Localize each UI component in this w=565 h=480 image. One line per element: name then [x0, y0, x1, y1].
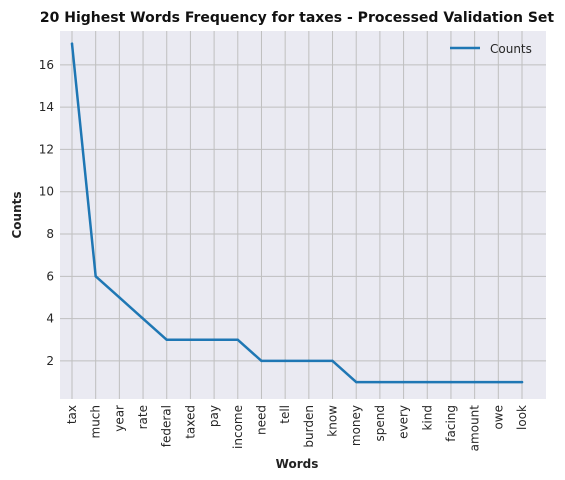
x-tick-label: income — [231, 405, 245, 449]
data-point — [473, 380, 476, 384]
x-tick-label: amount — [468, 405, 482, 452]
data-point — [236, 338, 239, 341]
x-tick-label: taxed — [183, 405, 197, 439]
chart-title: 20 Highest Words Frequency for taxes - P… — [40, 10, 555, 26]
series-line-counts — [70, 42, 524, 384]
data-point — [307, 359, 311, 363]
x-tick-label: year — [112, 405, 126, 432]
y-tick-label: 14 — [39, 100, 54, 114]
y-tick-label: 2 — [46, 354, 54, 368]
x-tick-label: tax — [65, 405, 79, 424]
data-point — [212, 338, 216, 341]
x-tick-label: facing — [444, 405, 458, 442]
x-axis-ticks: tax much year rate federal taxed pay income need… — [65, 405, 529, 452]
data-point — [189, 338, 192, 341]
legend-label-counts: Counts — [490, 42, 532, 56]
data-point — [426, 380, 429, 384]
data-point — [70, 42, 74, 45]
x-axis-label: Words — [276, 457, 319, 471]
data-point — [449, 380, 453, 384]
y-tick-label: 4 — [46, 312, 54, 326]
x-tick-label: federal — [160, 405, 174, 447]
data-point — [378, 380, 382, 384]
x-tick-label: pay — [207, 405, 221, 427]
data-point — [520, 380, 524, 384]
y-tick-label: 10 — [39, 185, 54, 199]
data-point — [355, 380, 358, 384]
x-tick-label: rate — [136, 405, 150, 429]
data-point — [165, 338, 168, 341]
x-tick-label: much — [89, 405, 103, 439]
y-axis-label: Counts — [10, 191, 24, 238]
data-point — [497, 380, 500, 384]
x-tick-label: money — [349, 405, 363, 446]
x-tick-label: owe — [491, 405, 505, 430]
legend: Counts — [450, 42, 532, 56]
y-tick-label: 12 — [39, 142, 54, 156]
x-tick-label: need — [254, 405, 268, 435]
data-point — [331, 359, 334, 363]
x-tick-label: know — [326, 405, 340, 437]
plot-area — [60, 31, 546, 399]
y-axis-ticks: 2 4 6 8 10 12 14 16 — [39, 58, 54, 368]
data-point — [260, 359, 263, 363]
data-point — [118, 296, 121, 299]
data-point — [94, 275, 97, 278]
data-point — [283, 359, 287, 363]
x-tick-label: tell — [278, 405, 292, 424]
y-tick-label: 16 — [39, 58, 54, 72]
data-point — [141, 317, 145, 320]
y-tick-label: 8 — [46, 227, 54, 241]
data-point — [402, 380, 405, 384]
series-layer — [70, 42, 524, 384]
y-tick-label: 6 — [46, 269, 54, 283]
x-tick-label: kind — [420, 405, 434, 431]
x-tick-label: every — [397, 405, 411, 439]
grid-lines — [60, 31, 546, 399]
x-tick-label: spend — [373, 405, 387, 441]
x-tick-label: look — [515, 405, 529, 430]
x-tick-label: burden — [302, 405, 316, 448]
